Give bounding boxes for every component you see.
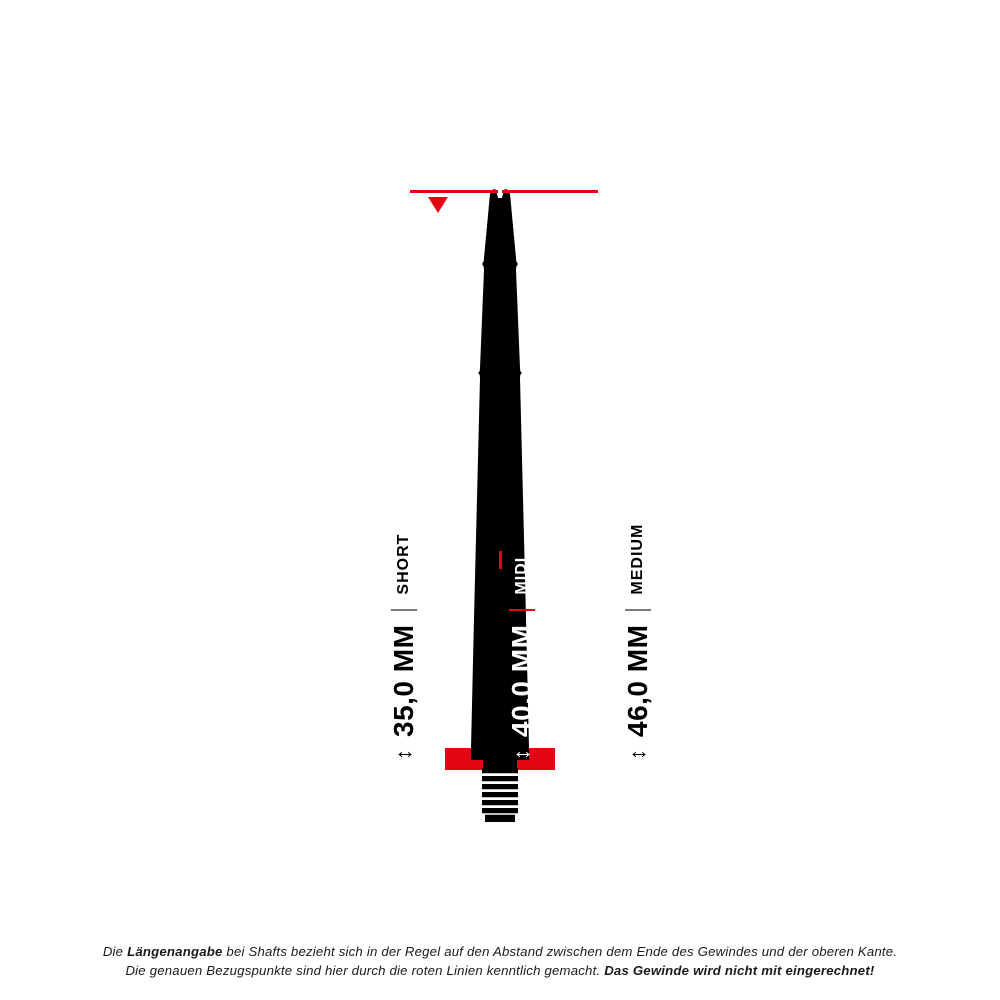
separator [625, 609, 651, 611]
caption-part: Die [103, 944, 127, 959]
caption-part: Die genauen Bezugspunkte sind hier durch… [125, 963, 604, 978]
measurement-value: 40,0 MM [506, 625, 538, 737]
inner-red-tick [499, 551, 502, 569]
updown-arrow-icon: ↕ [625, 751, 651, 760]
separator [391, 609, 417, 611]
measurement-value: 35,0 MM [388, 625, 420, 737]
measurement-value: 46,0 MM [622, 625, 654, 737]
shaft-tip-notch [498, 186, 502, 198]
measurement-short: ↕ 35,0 MM SHORT [388, 534, 420, 760]
measurement-size: MIDI [513, 557, 531, 595]
measurement-medium: ↕ 46,0 MM MEDIUM [622, 524, 654, 760]
caption-text: Die Längenangabe bei Shafts bezieht sich… [0, 942, 1000, 980]
measurement-size: SHORT [395, 534, 413, 595]
measurement-midi: ↕ 40,0 MM MIDI [506, 557, 538, 760]
diagram-stage: ↕ 35,0 MM SHORT ↕ 40,0 MM MIDI ↕ 46,0 MM… [0, 0, 1000, 1000]
updown-arrow-icon: ↕ [391, 751, 417, 760]
caption-bold: Längenangabe [127, 944, 222, 959]
top-red-line [410, 190, 598, 193]
caption-bold: Das Gewinde wird nicht mit eingerechnet! [604, 963, 874, 978]
measurement-size: MEDIUM [629, 524, 647, 595]
separator [509, 609, 535, 611]
updown-arrow-icon: ↕ [509, 751, 535, 760]
caption-part: bei Shafts bezieht sich in der Regel auf… [223, 944, 898, 959]
top-red-triangle-icon [428, 197, 448, 213]
